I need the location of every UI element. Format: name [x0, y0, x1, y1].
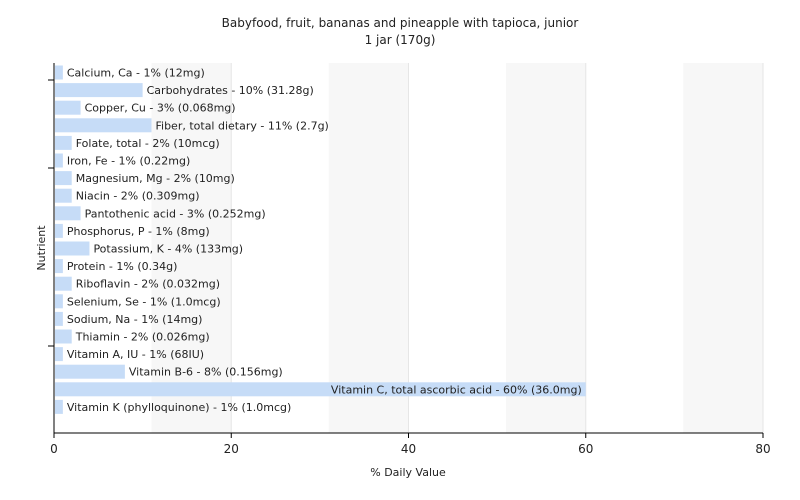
bars	[55, 65, 586, 414]
bar	[55, 153, 63, 168]
bar-label: Vitamin C, total ascorbic acid - 60% (36…	[331, 383, 582, 396]
bar-label: Calcium, Ca - 1% (12mg)	[67, 67, 205, 80]
x-tick-label: 80	[755, 442, 770, 456]
x-tick-label: 40	[401, 442, 416, 456]
x-tick-label: 20	[224, 442, 239, 456]
bar	[55, 311, 63, 326]
bar	[55, 223, 63, 238]
bar	[55, 382, 586, 397]
bar-label: Copper, Cu - 3% (0.068mg)	[85, 102, 236, 115]
bar	[55, 83, 143, 98]
bar	[55, 364, 125, 379]
bar-label: Vitamin K (phylloquinone) - 1% (1.0mcg)	[67, 401, 291, 414]
bar	[55, 188, 72, 203]
bar	[55, 118, 152, 133]
bar	[55, 206, 81, 221]
bar	[55, 329, 72, 344]
plot-band-highlight	[408, 63, 506, 433]
bar-labels: Calcium, Ca - 1% (12mg) Carbohydrates - 1…	[67, 67, 582, 414]
bar-label: Magnesium, Mg - 2% (10mg)	[76, 172, 235, 185]
bar-label: Selenium, Se - 1% (1.0mcg)	[67, 295, 221, 308]
bar	[55, 276, 72, 291]
bar	[55, 171, 72, 186]
gridlines	[230, 63, 764, 433]
plot-band-highlight	[585, 63, 684, 433]
bar-label: Protein - 1% (0.34g)	[67, 260, 178, 273]
plot-band-highlight	[231, 63, 329, 433]
bar	[55, 259, 63, 274]
bar-label: Riboflavin - 2% (0.032mg)	[76, 278, 220, 291]
bar	[55, 100, 81, 115]
bar-label: Pantothenic acid - 3% (0.252mg)	[85, 207, 266, 220]
bar-label: Fiber, total dietary - 11% (2.7g)	[155, 119, 328, 132]
bar	[55, 347, 63, 362]
bar	[55, 135, 72, 150]
x-axis-label: % Daily Value	[370, 466, 446, 479]
bar-label: Folate, total - 2% (10mcg)	[76, 137, 220, 150]
bar-label: Sodium, Na - 1% (14mg)	[67, 313, 203, 326]
bar-label: Vitamin B-6 - 8% (0.156mg)	[129, 366, 283, 379]
chart-subtitle: 1 jar (170g)	[365, 33, 436, 47]
bar-label: Carbohydrates - 10% (31.28g)	[147, 84, 314, 97]
bar-label: Niacin - 2% (0.309mg)	[76, 190, 200, 203]
bar-label: Iron, Fe - 1% (0.22mg)	[67, 155, 190, 168]
y-axis-label: Nutrient	[35, 225, 48, 271]
x-tick-label: 0	[50, 442, 58, 456]
chart-title: Babyfood, fruit, bananas and pineapple w…	[222, 16, 579, 30]
bar-label: Thiamin - 2% (0.026mg)	[75, 331, 210, 344]
bar	[55, 399, 63, 414]
bar	[55, 65, 63, 80]
bar	[55, 241, 90, 256]
bar-label: Vitamin A, IU - 1% (68IU)	[67, 348, 204, 361]
bar	[55, 294, 63, 309]
x-tick-label: 60	[578, 442, 593, 456]
bar-label: Potassium, K - 4% (133mg)	[93, 243, 243, 256]
x-axis-ticks: 0 20 40 60 80	[50, 433, 771, 456]
bar-label: Phosphorus, P - 1% (8mg)	[67, 225, 210, 238]
